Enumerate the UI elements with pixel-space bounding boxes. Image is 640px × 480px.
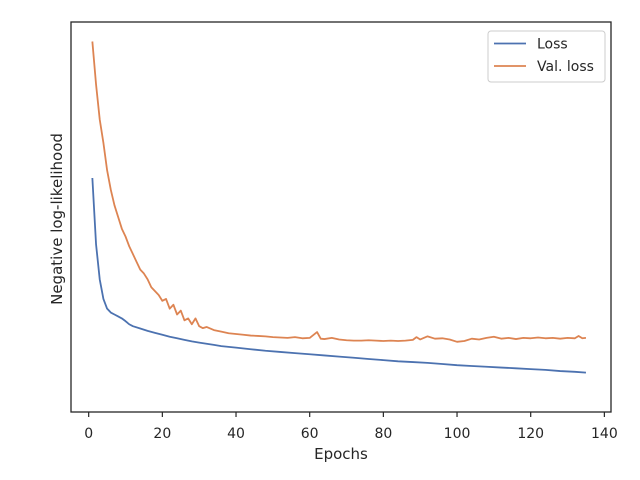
x-tick-label: 0 xyxy=(84,426,93,442)
x-tick-label: 80 xyxy=(374,426,392,442)
x-tick-label: 100 xyxy=(444,426,471,442)
x-tick-label: 40 xyxy=(227,426,245,442)
x-ticks: 0 20 40 60 80 100 120 140 xyxy=(84,412,618,442)
x-tick-label: 60 xyxy=(301,426,319,442)
x-axis-label: Epochs xyxy=(314,445,368,463)
legend: Loss Val. loss xyxy=(487,30,606,83)
x-tick-label: 140 xyxy=(591,426,618,442)
series-line-val-loss xyxy=(91,41,587,343)
axes xyxy=(70,21,612,413)
series-group xyxy=(91,41,587,374)
x-tick-label: 120 xyxy=(517,426,544,442)
axes-frame xyxy=(70,21,612,413)
series-line-loss xyxy=(91,177,587,374)
y-axis-label: Negative log-likelihood xyxy=(48,133,66,305)
legend-label-val-loss: Val. loss xyxy=(537,59,594,75)
legend-label-loss: Loss xyxy=(537,37,568,53)
x-tick-label: 20 xyxy=(153,426,171,442)
